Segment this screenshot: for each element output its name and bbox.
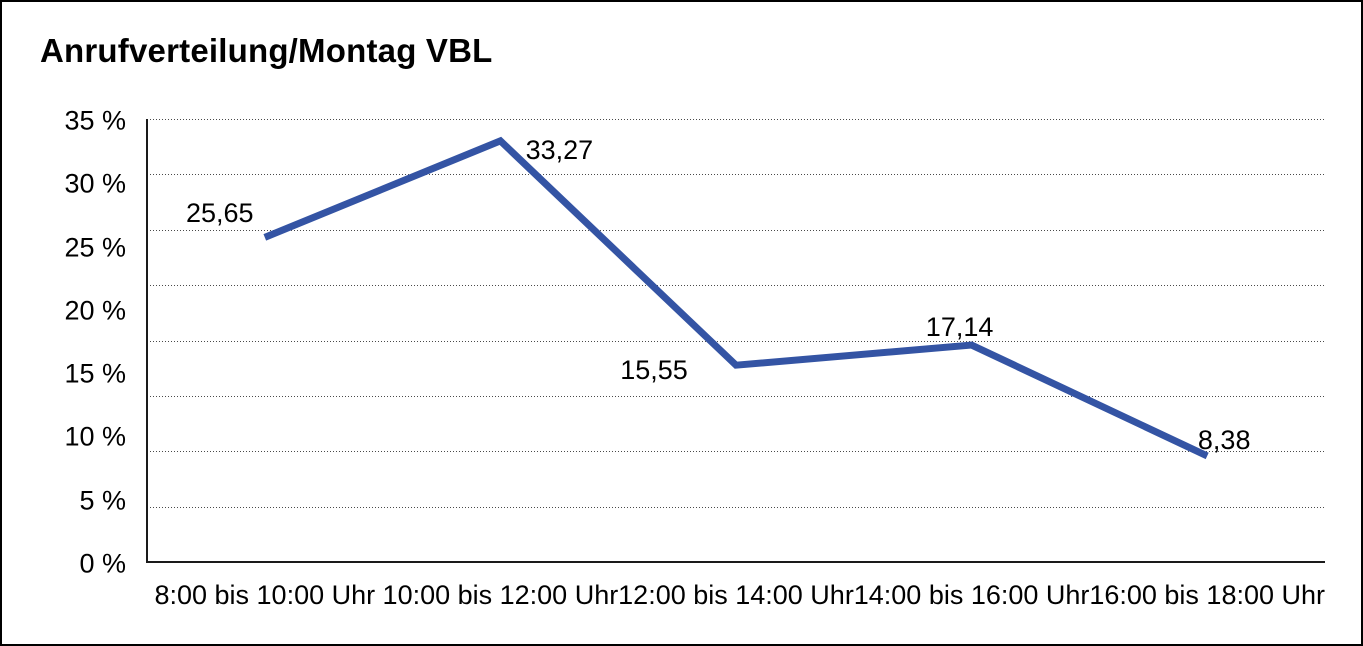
y-axis-line xyxy=(146,119,148,562)
y-axis-tick-label: 35 % xyxy=(64,105,126,136)
y-axis-tick-label: 25 % xyxy=(64,232,126,263)
data-point-label: 17,14 xyxy=(925,312,994,343)
data-point-label: 8,38 xyxy=(1197,424,1251,455)
gridline xyxy=(147,506,1325,508)
gridline xyxy=(147,229,1325,231)
y-axis-tick-label: 20 % xyxy=(64,295,126,326)
gridline xyxy=(147,285,1325,287)
data-point-label: 25,65 xyxy=(186,198,254,229)
y-axis-tick-label: 10 % xyxy=(64,421,126,452)
gridline xyxy=(147,174,1325,176)
y-axis-tick-label: 5 % xyxy=(79,485,126,516)
x-axis-category-label: 16:00 bis 18:00 Uhr xyxy=(1089,580,1326,610)
gridline xyxy=(147,340,1325,342)
data-line xyxy=(263,136,1209,460)
y-axis-tick-label: 0 % xyxy=(79,548,126,579)
plot-area xyxy=(146,119,1325,563)
gridline xyxy=(147,119,1325,120)
chart-title: Anrufverteilung/Montag VBL xyxy=(40,32,493,69)
data-line-series xyxy=(263,136,1209,460)
y-axis-tick-label: 30 % xyxy=(64,168,126,199)
x-axis-category-label: 14:00 bis 16:00 Uhr xyxy=(853,580,1090,610)
x-axis-category-label: 10:00 bis 12:00 Uhr xyxy=(382,580,619,610)
data-point-label: 33,27 xyxy=(525,134,594,165)
x-axis-line xyxy=(146,561,1325,563)
data-point-label: 15,55 xyxy=(620,355,688,386)
gridline xyxy=(147,451,1325,453)
x-axis-category-label: 12:00 bis 14:00 Uhr xyxy=(618,580,854,610)
y-axis-tick-label: 15 % xyxy=(64,358,126,389)
x-axis-category-label: 8:00 bis 10:00 Uhr xyxy=(154,580,376,610)
gridline xyxy=(147,395,1325,397)
